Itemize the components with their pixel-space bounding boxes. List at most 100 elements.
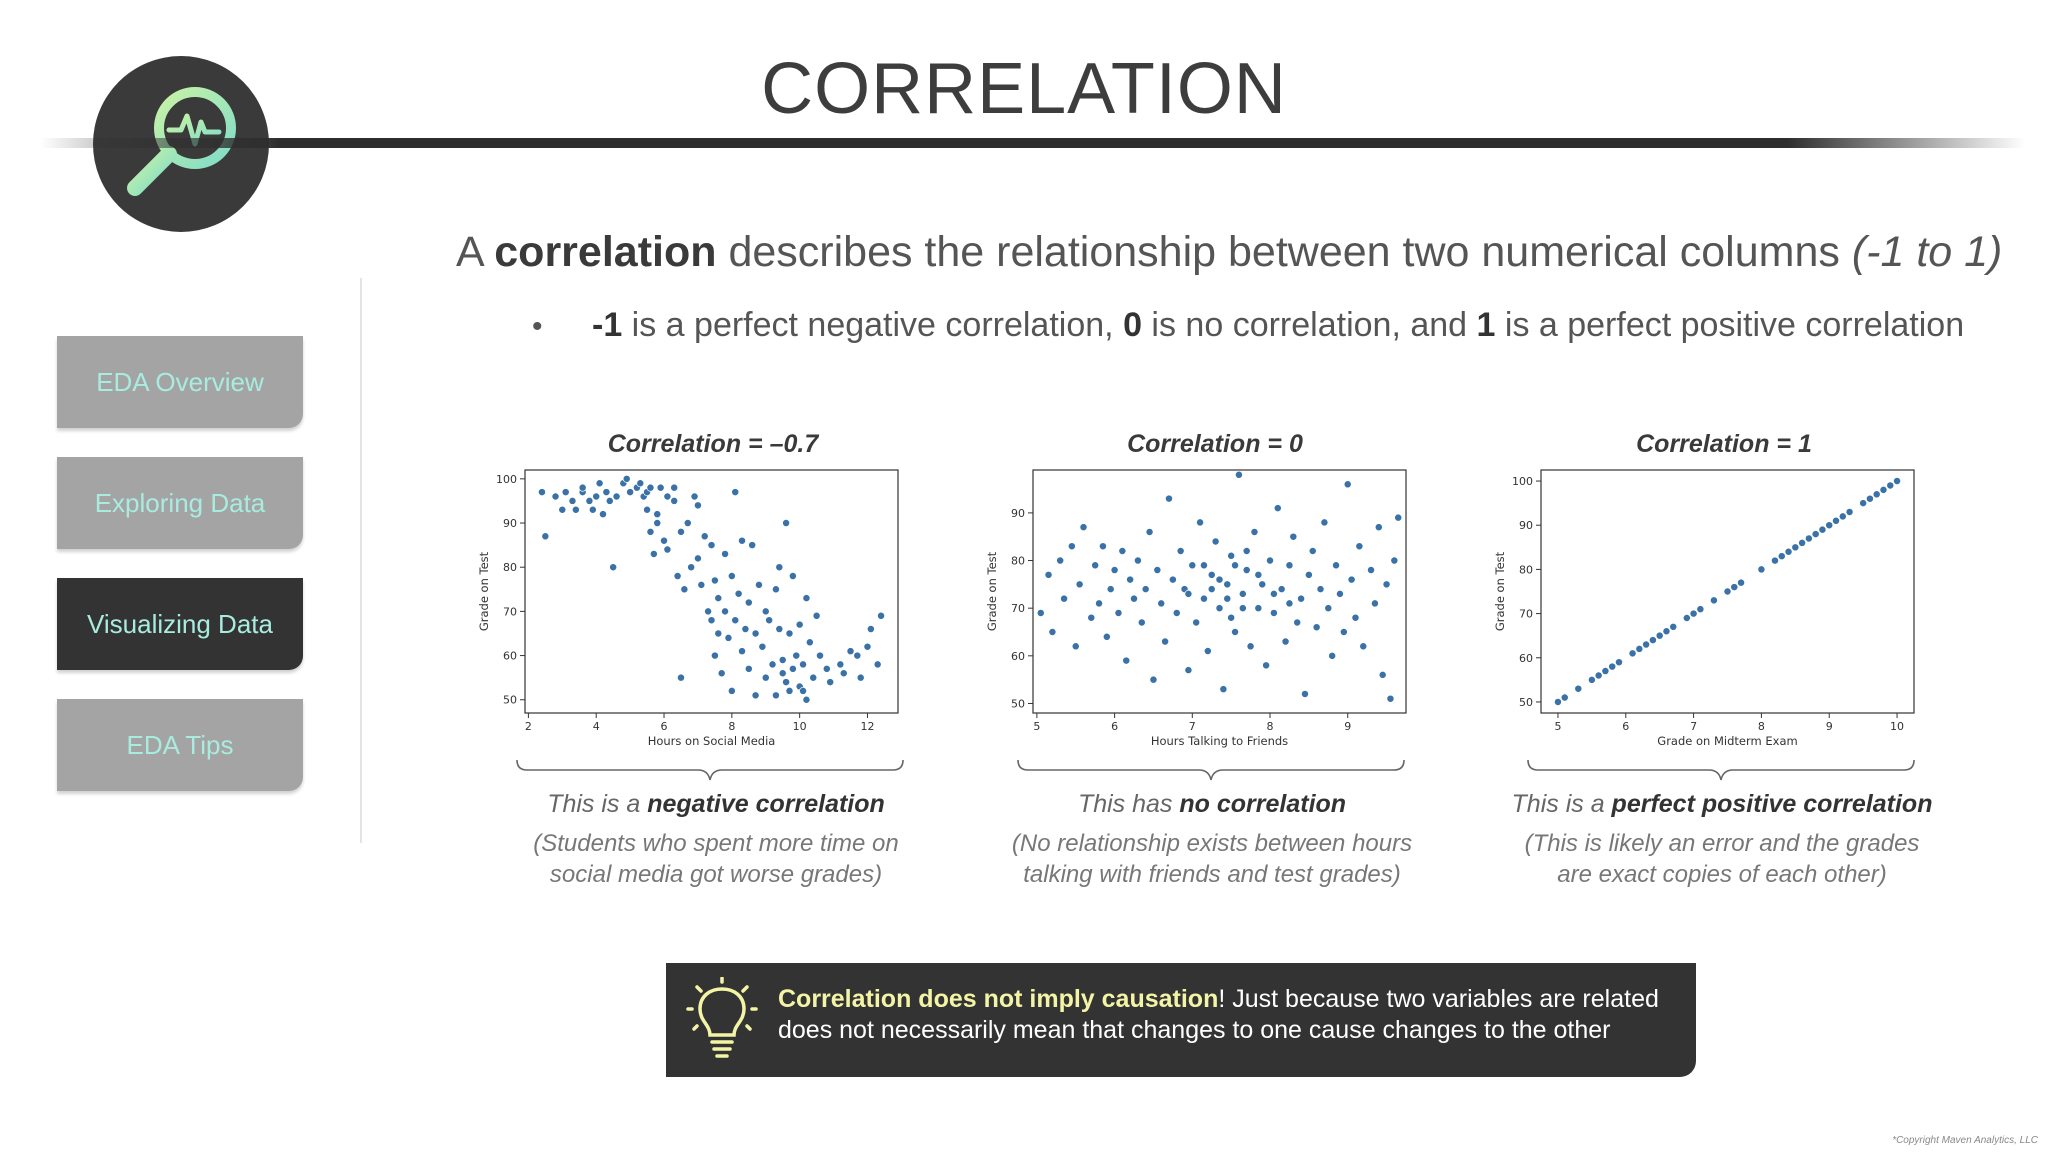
data-point	[853, 651, 862, 660]
data-point	[1269, 589, 1278, 598]
sidebar-item-label: Exploring Data	[94, 487, 266, 518]
data-point	[1879, 485, 1888, 494]
data-point	[1219, 685, 1228, 694]
data-point	[1153, 566, 1162, 575]
data-point	[1060, 594, 1069, 603]
sidebar-item-visualizing-data[interactable]: Visualizing Data	[57, 578, 303, 670]
data-point	[1574, 684, 1583, 693]
data-point	[1730, 583, 1739, 592]
chart-title-zero: Correlation = 0	[1127, 430, 1303, 458]
data-point	[1172, 608, 1181, 617]
data-point	[1137, 618, 1146, 627]
y-tick-label: 70	[503, 605, 517, 618]
data-point	[1316, 585, 1325, 594]
data-point	[785, 686, 794, 695]
data-point	[775, 563, 784, 572]
x-tick-label: 8	[1758, 720, 1765, 733]
data-point	[1157, 599, 1166, 608]
data-point	[758, 642, 767, 651]
data-point	[761, 607, 770, 616]
data-point	[656, 483, 665, 492]
data-point	[751, 629, 760, 638]
y-tick-label: 70	[1519, 608, 1533, 621]
data-point	[1215, 575, 1224, 584]
x-tick-label: 9	[1826, 720, 1833, 733]
sidebar-item-exploring-data[interactable]: Exploring Data	[57, 457, 303, 549]
data-point	[799, 660, 808, 669]
note-line-2: social media got worse grades)	[549, 861, 883, 888]
data-point	[1297, 594, 1306, 603]
data-point	[599, 510, 607, 519]
sidebar-item-eda-overview[interactable]: EDA Overview	[57, 336, 303, 428]
bullet-zero: 0	[1123, 306, 1142, 344]
data-point	[1250, 527, 1259, 536]
chart-title-positive: Correlation = 1	[1636, 430, 1812, 458]
bullet-marker: •	[532, 310, 543, 343]
data-point	[1203, 647, 1212, 656]
data-point	[1227, 613, 1236, 622]
data-point	[1886, 481, 1895, 490]
data-point	[721, 549, 730, 558]
data-point	[1207, 570, 1216, 579]
data-point	[677, 673, 685, 682]
x-tick-label: 8	[728, 720, 735, 733]
data-point	[653, 510, 662, 519]
data-point	[1351, 613, 1360, 622]
bullet-t1: is a perfect negative correlation,	[622, 306, 1124, 344]
data-point	[816, 651, 824, 660]
x-axis-label: Hours Talking to Friends	[1151, 734, 1288, 748]
data-point	[1328, 651, 1337, 660]
brace-negative	[516, 759, 904, 781]
data-point	[1304, 570, 1313, 579]
data-point	[538, 488, 546, 497]
data-point	[1161, 637, 1170, 646]
caption-positive: This is a perfect positive correlation	[1492, 790, 1952, 819]
data-point	[1662, 627, 1671, 636]
data-point	[1872, 490, 1881, 499]
data-point	[1231, 628, 1239, 636]
data-point	[721, 607, 730, 616]
y-axis-label: Grade on Test	[985, 551, 999, 631]
data-point	[1075, 580, 1084, 589]
data-point	[846, 647, 855, 656]
bullet-t2: is no correlation, and	[1141, 306, 1477, 344]
data-point	[1176, 547, 1185, 555]
y-tick-label: 50	[503, 694, 517, 707]
data-point	[1184, 666, 1193, 675]
bullet-neg: -1	[592, 306, 623, 344]
data-point	[670, 483, 679, 492]
intro-keyword: correlation	[494, 228, 717, 276]
title-divider	[40, 138, 2025, 148]
sidebar-item-eda-tips[interactable]: EDA Tips	[57, 699, 303, 791]
data-point	[1811, 530, 1820, 539]
data-point	[1258, 580, 1267, 589]
data-point	[748, 541, 757, 550]
data-point	[1168, 575, 1177, 584]
data-point	[727, 572, 736, 580]
data-point	[1196, 518, 1205, 527]
data-point	[765, 616, 774, 625]
x-tick-label: 5	[1033, 720, 1040, 733]
data-point	[1254, 570, 1263, 579]
data-point	[1635, 644, 1644, 653]
data-point	[1723, 587, 1732, 596]
data-point	[626, 488, 635, 497]
data-point	[788, 664, 797, 673]
caption-prefix: This is a	[547, 790, 648, 818]
data-point	[653, 519, 662, 527]
bullet-t3: is a perfect positive correlation	[1495, 306, 1965, 344]
intro-rest: describes the relationship between two n…	[716, 228, 1852, 276]
data-point	[1114, 608, 1123, 617]
y-axis-label: Grade on Test	[477, 551, 491, 631]
data-point	[1343, 480, 1352, 489]
data-point	[1370, 599, 1379, 608]
data-point	[568, 496, 577, 505]
data-point	[741, 625, 750, 634]
data-point	[1095, 599, 1104, 608]
data-point	[1784, 547, 1793, 556]
caption-emphasis: perfect positive correlation	[1611, 790, 1933, 818]
sidebar-item-label: EDA Tips	[126, 729, 234, 760]
data-point	[1242, 566, 1251, 575]
data-point	[1211, 537, 1220, 546]
sidebar-item-label: Visualizing Data	[87, 608, 273, 639]
